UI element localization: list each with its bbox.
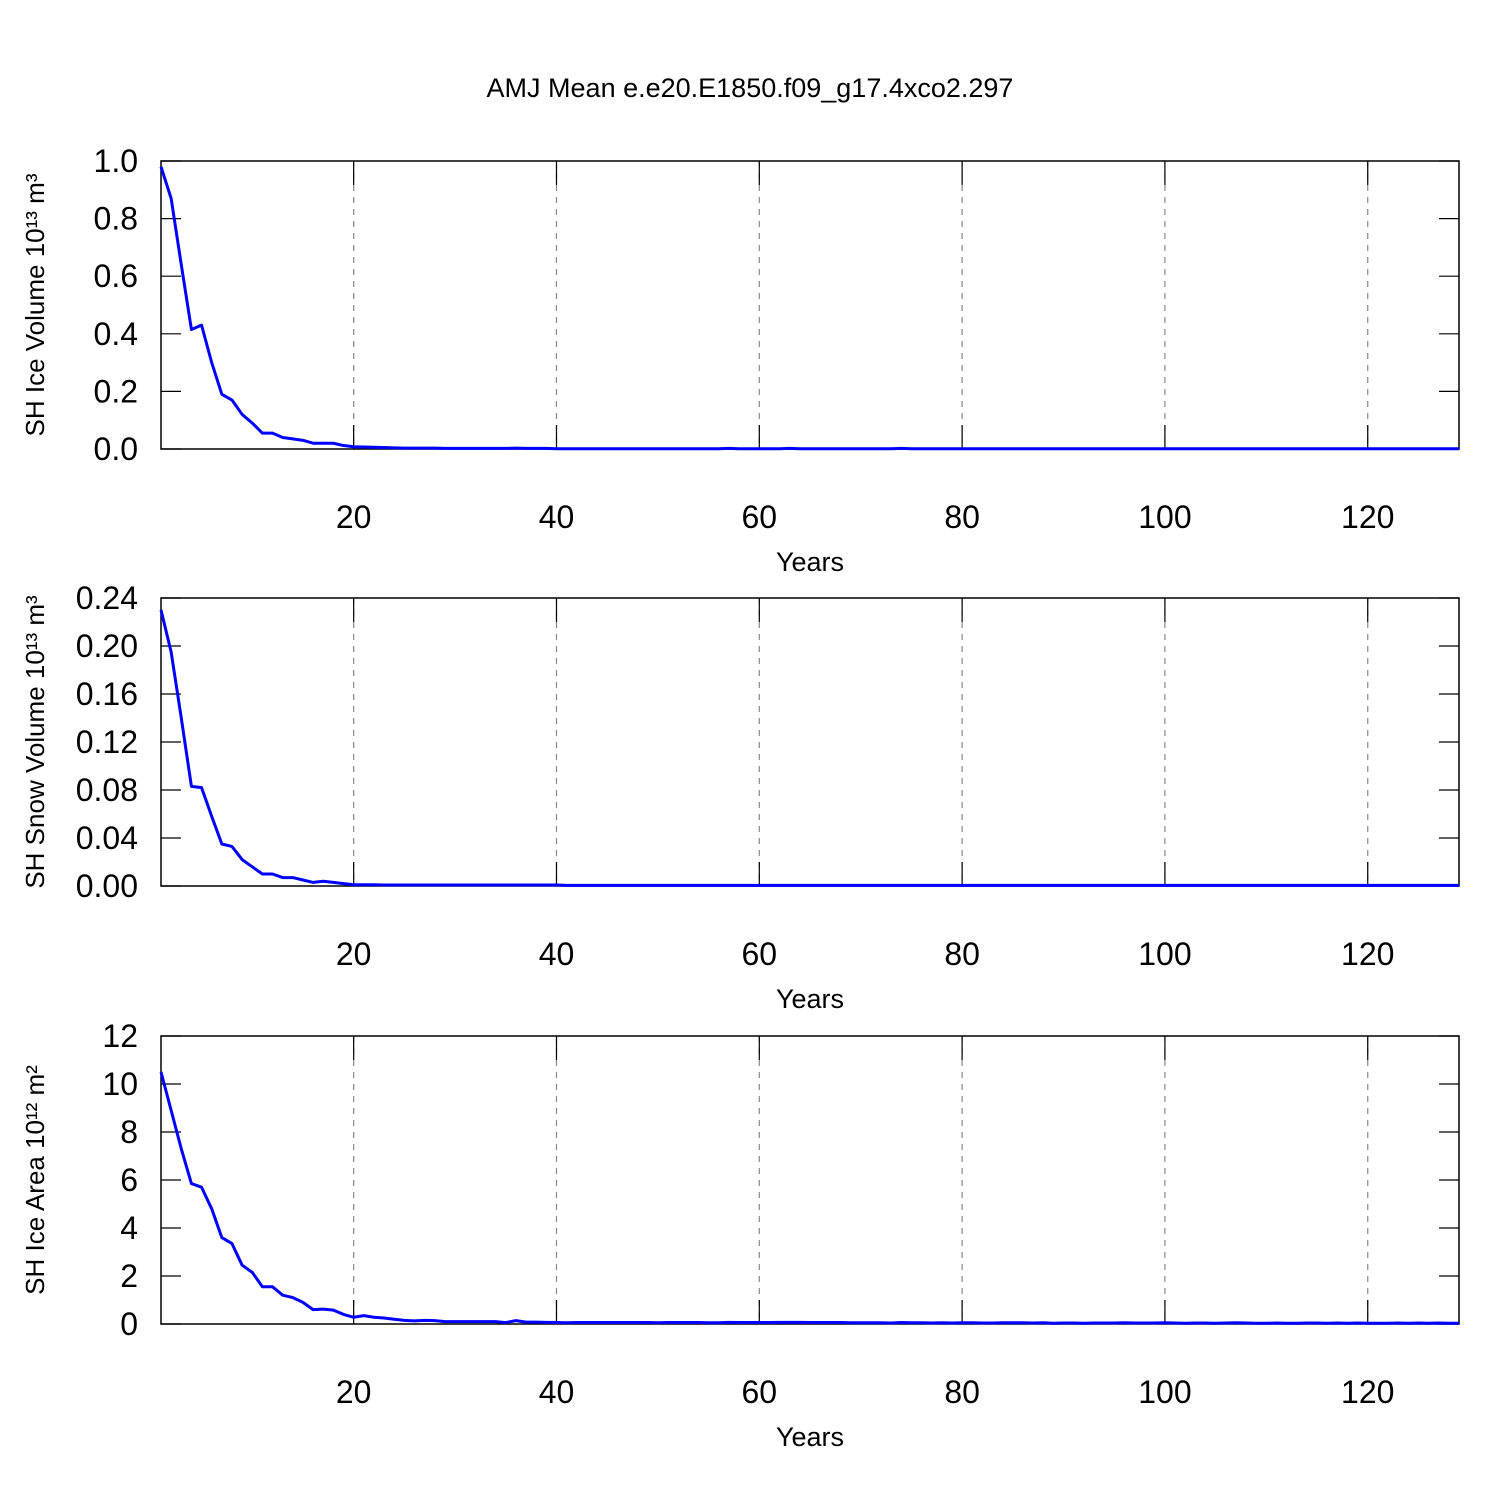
x-tick-label: 40 [539,936,575,972]
x-tick-label: 100 [1138,499,1191,535]
y-tick-label: 12 [102,1018,138,1054]
y-tick-label: 0.0 [94,431,138,467]
x-tick-label: 60 [742,936,778,972]
y-tick-label: 1.0 [94,143,138,179]
y-tick-label: 0.20 [76,628,138,664]
y-tick-label: 6 [120,1162,138,1198]
y-tick-label: 2 [120,1258,138,1294]
data-line [159,1071,1459,1325]
x-tick-label: 60 [742,499,778,535]
data-line [159,166,1459,451]
figure-title: AMJ Mean e.e20.E1850.f09_g17.4xco2.297 [487,73,1014,103]
y-tick-label: 4 [120,1210,138,1246]
x-tick-label: 80 [944,936,980,972]
x-axis-label: Years [776,1422,844,1452]
y-axis-label: SH Snow Volume 10¹³ m³ [20,595,50,889]
y-axis-label: SH Ice Volume 10¹³ m³ [20,173,50,436]
y-tick-label: 0.04 [76,820,138,856]
x-tick-label: 40 [539,499,575,535]
x-tick-label: 60 [742,1374,778,1410]
y-tick-label: 0.24 [76,580,138,616]
x-tick-label: 80 [944,499,980,535]
y-tick-label: 10 [102,1066,138,1102]
x-axis-label: Years [776,984,844,1014]
y-tick-label: 0.8 [94,201,138,237]
x-tick-label: 20 [336,499,372,535]
y-tick-label: 8 [120,1114,138,1150]
y-tick-label: 0.4 [94,316,138,352]
x-tick-label: 120 [1341,936,1394,972]
x-tick-label: 40 [539,1374,575,1410]
y-tick-label: 0.2 [94,373,138,409]
y-axis-label: SH Ice Area 10¹² m² [20,1065,50,1295]
x-tick-label: 100 [1138,1374,1191,1410]
plot-frame [160,1035,1460,1325]
y-tick-label: 0 [120,1306,138,1342]
x-tick-label: 120 [1341,499,1394,535]
x-tick-label: 100 [1138,936,1191,972]
y-tick-label: 0.12 [76,724,138,760]
x-tick-label: 120 [1341,1374,1394,1410]
y-tick-label: 0.6 [94,258,138,294]
plot-frame [160,160,1460,450]
y-tick-label: 0.00 [76,868,138,904]
plot-frame [160,597,1460,887]
y-tick-label: 0.16 [76,676,138,712]
data-line [159,609,1459,887]
y-tick-label: 0.08 [76,772,138,808]
x-tick-label: 80 [944,1374,980,1410]
x-axis-label: Years [776,547,844,577]
x-tick-label: 20 [336,936,372,972]
x-tick-label: 20 [336,1374,372,1410]
